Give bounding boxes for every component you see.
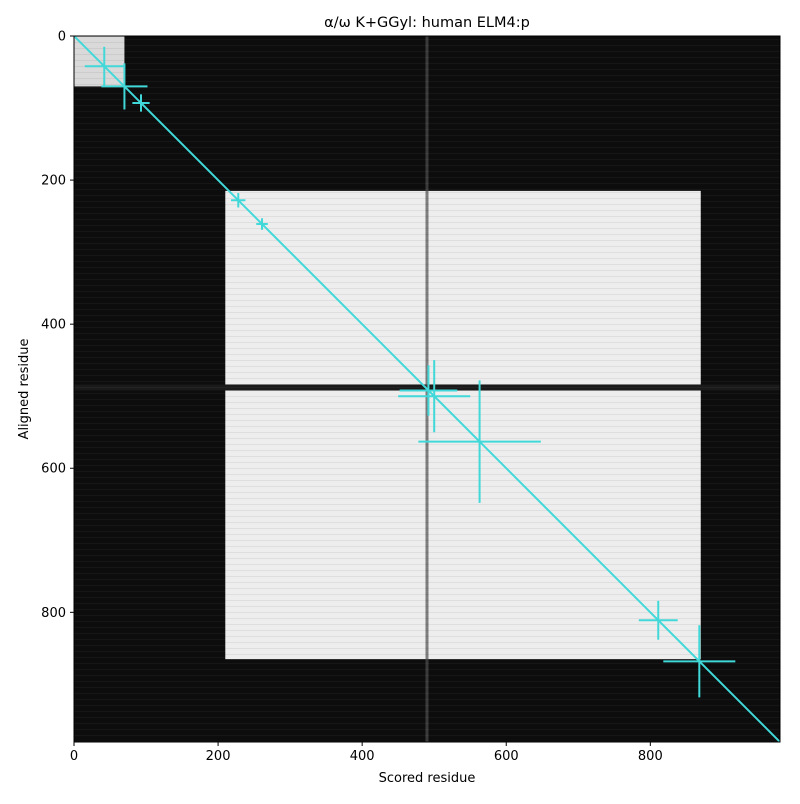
cross-marker: [84, 46, 124, 86]
x-axis-label: Scored residue: [379, 771, 476, 786]
x-tick-label: 0: [70, 749, 78, 764]
chart-title: α/ω K+GGyl: human ELM4:p: [324, 15, 530, 31]
y-tick-label: 200: [41, 174, 66, 189]
y-tick-label: 400: [41, 318, 66, 333]
x-tick-label: 600: [494, 749, 519, 764]
y-axis-label: Aligned residue: [17, 339, 32, 440]
x-tick-label: 400: [350, 749, 375, 764]
cross-marker: [399, 365, 458, 416]
plot-frame: [73, 35, 781, 743]
cross-marker: [101, 63, 148, 110]
cross-marker: [418, 380, 541, 503]
cross-marker: [398, 360, 471, 433]
cross-marker: [663, 625, 736, 698]
cross-marker: [256, 218, 268, 230]
overlay-marks: [74, 36, 780, 742]
plot-area: [74, 36, 780, 742]
y-tick-label: 0: [58, 30, 66, 45]
cross-marker: [132, 94, 150, 112]
y-tick-label: 800: [41, 606, 66, 621]
x-tick-label: 200: [206, 749, 231, 764]
x-tick-label: 800: [638, 749, 663, 764]
y-tick-label: 600: [41, 462, 66, 477]
cross-marker: [231, 193, 246, 208]
cross-marker: [638, 600, 678, 640]
diagonal-line: [74, 36, 780, 742]
axes: 0 200 400 600 800 0 200 400 600 800: [41, 30, 663, 765]
